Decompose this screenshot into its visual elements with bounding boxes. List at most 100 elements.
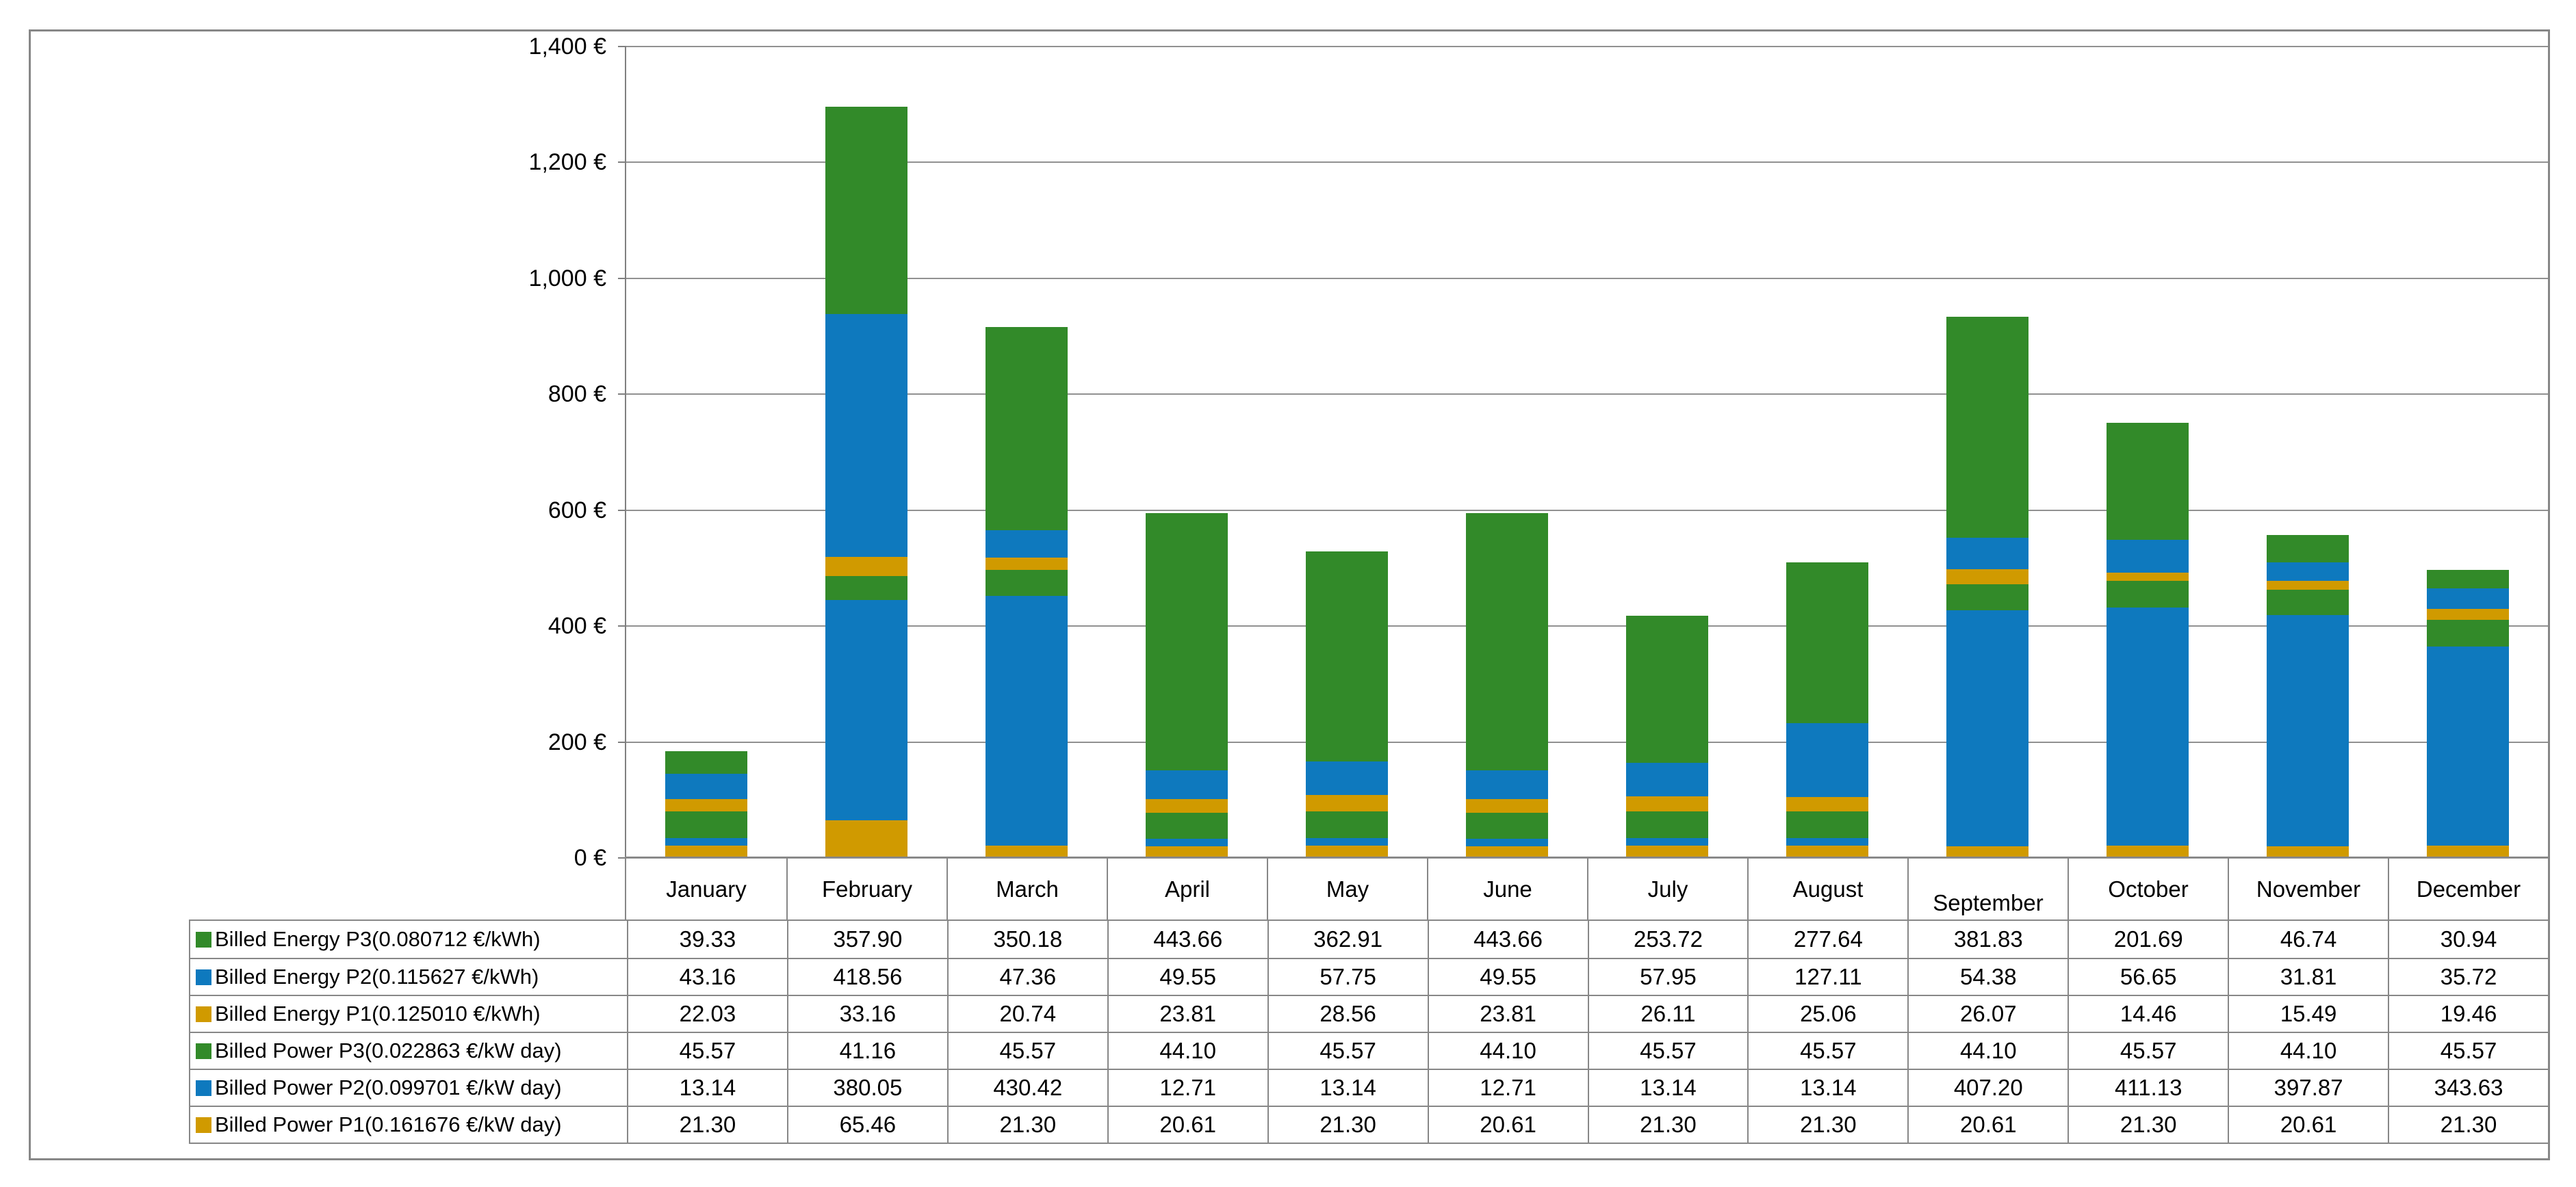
value-cell-billed-energy-p3-february: 357.90 (786, 921, 947, 958)
value-cell-billed-power-p3-february: 41.16 (786, 1032, 947, 1069)
bar-segment-billed-energy-p2 (1626, 763, 1708, 796)
bar-segment-billed-power-p1 (825, 820, 907, 858)
value-cell-billed-power-p2-december: 343.63 (2388, 1069, 2548, 1106)
gridline (626, 393, 2548, 395)
bar-segment-billed-power-p2 (1466, 839, 1548, 846)
month-header-january: January (626, 858, 786, 921)
value-cell-billed-energy-p2-november: 31.81 (2228, 958, 2388, 995)
month-label: January (666, 876, 747, 902)
value-cell-billed-power-p2-october: 411.13 (2068, 1069, 2228, 1106)
value-cell-billed-power-p2-may: 13.14 (1267, 1069, 1428, 1106)
value-cell-billed-power-p3-september: 44.10 (1907, 1032, 2068, 1069)
bar-segment-billed-energy-p3 (1146, 513, 1228, 770)
value-cell-billed-energy-p3-may: 362.91 (1267, 921, 1428, 958)
bar-segment-billed-power-p3 (1146, 813, 1228, 839)
legend-swatch (196, 1043, 211, 1059)
value-cell-billed-energy-p3-september: 381.83 (1907, 921, 2068, 958)
value-cell-billed-power-p2-january: 13.14 (627, 1069, 787, 1106)
value-cell-billed-energy-p3-december: 30.94 (2388, 921, 2548, 958)
month-label: July (1647, 876, 1688, 902)
value-cell-billed-energy-p1-january: 22.03 (627, 995, 787, 1032)
bar-segment-billed-energy-p2 (1466, 770, 1548, 799)
legend-label: Billed Energy P1(0.125010 €/kWh) (215, 1002, 541, 1026)
legend-cell-billed-power-p3: Billed Power P3(0.022863 €/kW day) (190, 1032, 627, 1069)
legend-cell-billed-energy-p3: Billed Energy P3(0.080712 €/kWh) (190, 921, 627, 958)
gridline (626, 46, 2548, 47)
legend-swatch (196, 1080, 211, 1096)
value-cell-billed-energy-p3-november: 46.74 (2228, 921, 2388, 958)
legend-label: Billed Energy P2(0.115627 €/kWh) (215, 965, 539, 989)
month-header-august: August (1747, 858, 1907, 921)
y-axis-label: 0 € (574, 845, 606, 871)
value-cell-billed-energy-p1-june: 23.81 (1427, 995, 1588, 1032)
month-header-september: September (1907, 858, 2068, 921)
value-cell-billed-energy-p1-november: 15.49 (2228, 995, 2388, 1032)
value-cell-billed-power-p1-april: 20.61 (1107, 1106, 1267, 1143)
y-axis-label: 1,400 € (528, 34, 606, 60)
value-cell-billed-energy-p2-february: 418.56 (786, 958, 947, 995)
legend-label: Billed Power P3(0.022863 €/kW day) (215, 1039, 562, 1062)
bar-segment-billed-power-p1 (1466, 846, 1548, 858)
bar-segment-billed-energy-p2 (1786, 723, 1868, 797)
y-axis-tick (618, 393, 626, 395)
bar-segment-billed-power-p3 (2427, 620, 2509, 647)
y-axis-tick (618, 742, 626, 743)
bar-segment-billed-energy-p3 (2107, 423, 2189, 540)
month-label: December (2416, 876, 2521, 902)
month-header-row: January February March April May June July Augu… (625, 857, 2549, 922)
month-label: June (1483, 876, 1532, 902)
bar-segment-billed-energy-p3 (1466, 513, 1548, 770)
bar-segment-billed-energy-p3 (2427, 570, 2509, 588)
month-label: August (1792, 876, 1864, 902)
month-label: September (1933, 890, 2044, 915)
bar-segment-billed-power-p1 (2267, 846, 2349, 858)
value-cell-billed-energy-p3-june: 443.66 (1427, 921, 1588, 958)
value-cell-billed-power-p1-september: 20.61 (1907, 1106, 2068, 1143)
bar-segment-billed-power-p3 (1626, 811, 1708, 838)
bar-segment-billed-energy-p2 (665, 774, 747, 799)
month-label: March (996, 876, 1059, 902)
y-axis-label: 400 € (548, 613, 606, 639)
month-header-october: October (2068, 858, 2228, 921)
month-header-may: May (1267, 858, 1427, 921)
bar-segment-billed-energy-p2 (1146, 770, 1228, 799)
bar-segment-billed-energy-p1 (1946, 569, 2028, 584)
bar-segment-billed-power-p1 (1306, 846, 1388, 858)
value-cell-billed-energy-p1-september: 26.07 (1907, 995, 2068, 1032)
bar-segment-billed-energy-p1 (1466, 799, 1548, 813)
value-cell-billed-energy-p2-december: 35.72 (2388, 958, 2548, 995)
month-header-november: November (2228, 858, 2388, 921)
bar-segment-billed-power-p2 (1146, 839, 1228, 846)
value-cell-billed-power-p3-august: 45.57 (1747, 1032, 1908, 1069)
bar-segment-billed-energy-p2 (2267, 562, 2349, 581)
value-cell-billed-power-p2-august: 13.14 (1747, 1069, 1908, 1106)
month-label: May (1326, 876, 1369, 902)
bar-segment-billed-energy-p2 (2427, 588, 2509, 609)
legend-cell-billed-power-p1: Billed Power P1(0.161676 €/kW day) (190, 1106, 627, 1143)
value-cell-billed-energy-p1-july: 26.11 (1587, 995, 1748, 1032)
value-cell-billed-power-p3-march: 45.57 (946, 1032, 1107, 1069)
gridline (626, 742, 2548, 743)
legend-swatch (196, 969, 211, 985)
data-table: Billed Energy P3(0.080712 €/kWh) 39.33 357… (189, 919, 2549, 1144)
value-cell-billed-energy-p2-august: 127.11 (1747, 958, 1908, 995)
gridline (626, 161, 2548, 163)
bar-segment-billed-energy-p2 (1946, 538, 2028, 569)
value-cell-billed-energy-p3-july: 253.72 (1587, 921, 1748, 958)
y-axis-label: 600 € (548, 497, 606, 523)
value-cell-billed-energy-p1-october: 14.46 (2068, 995, 2228, 1032)
bar-segment-billed-energy-p1 (2427, 609, 2509, 620)
bar-segment-billed-energy-p3 (825, 107, 907, 314)
value-cell-billed-power-p3-april: 44.10 (1107, 1032, 1267, 1069)
value-cell-billed-power-p3-january: 45.57 (627, 1032, 787, 1069)
value-cell-billed-power-p3-december: 45.57 (2388, 1032, 2548, 1069)
bar-segment-billed-energy-p2 (2107, 540, 2189, 573)
value-cell-billed-energy-p2-january: 43.16 (627, 958, 787, 995)
bar-segment-billed-energy-p3 (1626, 616, 1708, 763)
value-cell-billed-power-p1-february: 65.46 (786, 1106, 947, 1143)
bar-segment-billed-power-p2 (1626, 838, 1708, 846)
bar-segment-billed-power-p1 (665, 846, 747, 858)
value-cell-billed-power-p3-october: 45.57 (2068, 1032, 2228, 1069)
value-cell-billed-power-p1-december: 21.30 (2388, 1106, 2548, 1143)
